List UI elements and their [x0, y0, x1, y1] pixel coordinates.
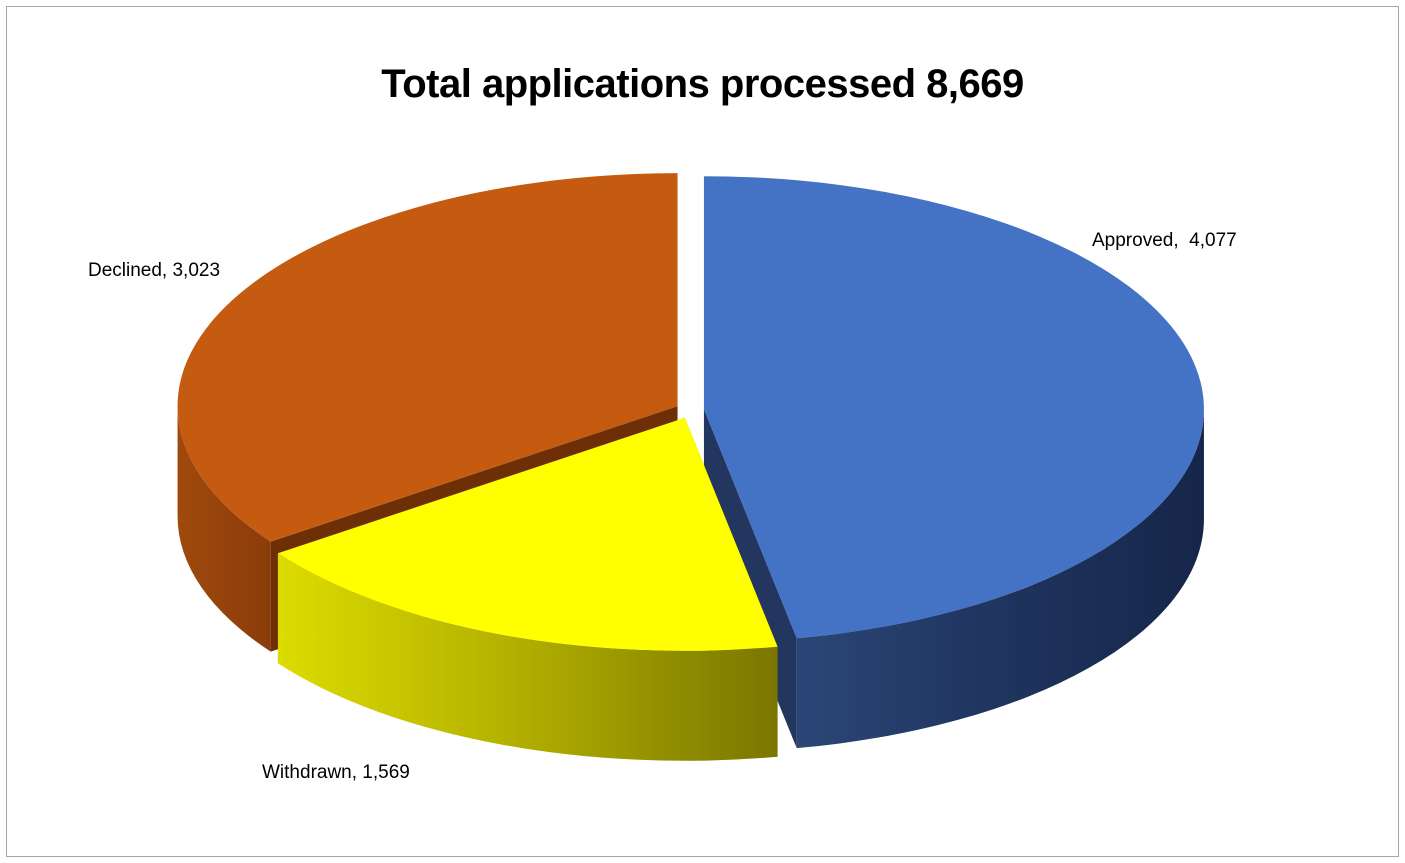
data-label-withdrawn: Withdrawn, 1,569 — [262, 762, 410, 783]
chart-title: Total applications processed 8,669 — [381, 62, 1024, 106]
pie-slice-withdrawn — [277, 417, 778, 651]
pie-slice-side-declined — [177, 406, 271, 652]
pie-slice-declined — [177, 173, 678, 542]
data-label-declined: Declined, 3,023 — [88, 260, 220, 281]
pie-slice-approved — [703, 176, 1204, 639]
data-label-approved: Approved, 4,077 — [1092, 230, 1237, 251]
pie-slice-side-withdrawn — [277, 553, 778, 761]
pie-slice-side-approved — [796, 409, 1204, 749]
